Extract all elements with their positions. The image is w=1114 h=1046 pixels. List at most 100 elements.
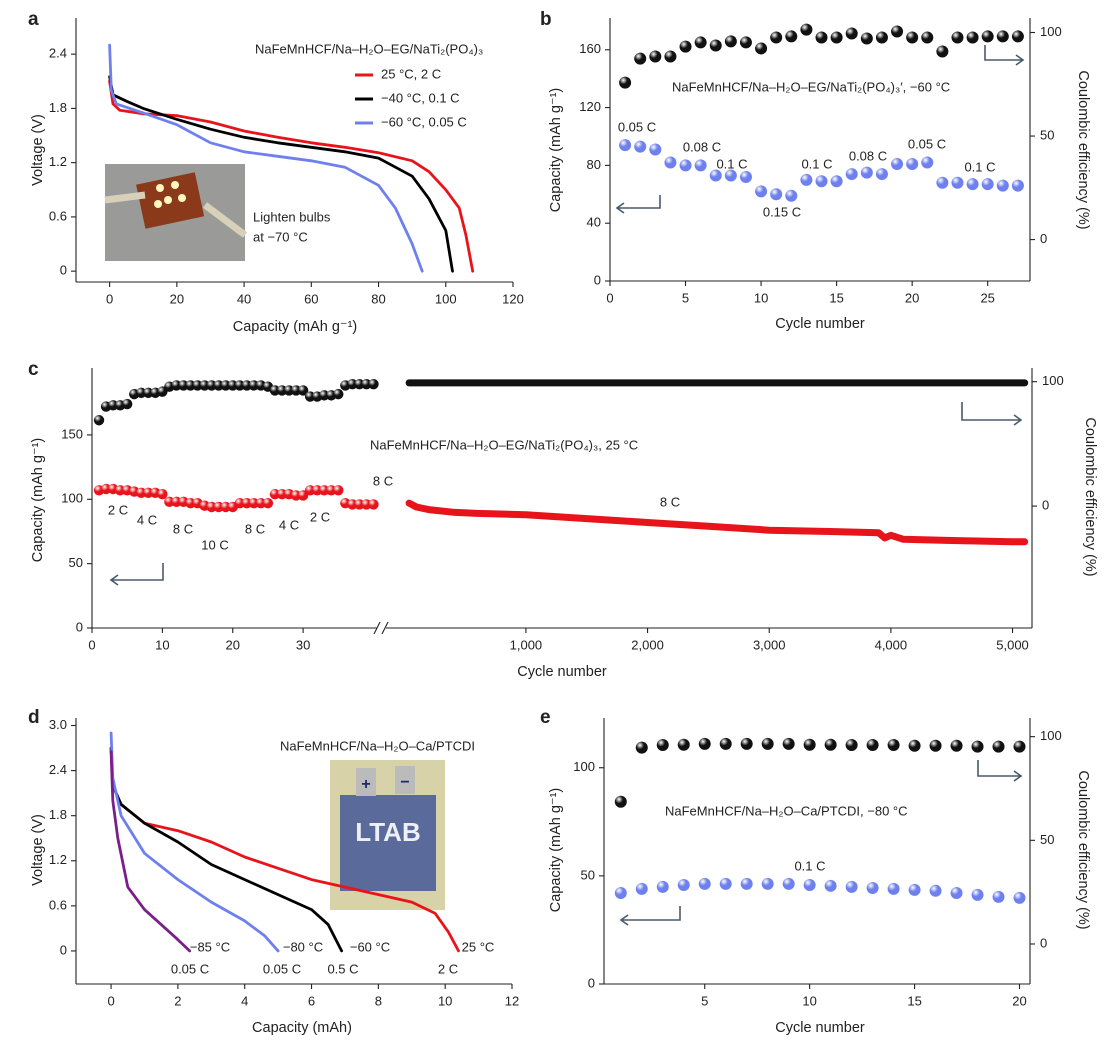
x-tick-label: 5: [682, 290, 689, 305]
data-point: [634, 52, 647, 65]
annotation: −: [400, 774, 409, 791]
data-point: [936, 176, 949, 189]
data-point: [782, 877, 795, 890]
data-point: [698, 877, 711, 890]
data-point: [755, 185, 768, 198]
axis-arrow: [109, 563, 164, 586]
chart-title: NaFeMnHCF/Na–H₂O–Ca/PTCDI, −80 °C: [665, 803, 908, 818]
curve-label: −80 °C: [283, 939, 323, 954]
x-tick-label: 20: [1012, 993, 1026, 1008]
panel-label: e: [540, 707, 551, 728]
data-point: [906, 31, 919, 44]
data-point: [709, 39, 722, 52]
data-point: [921, 156, 934, 169]
data-point: [698, 737, 711, 750]
panel-label: b: [540, 9, 552, 30]
x-tick-label: 0: [88, 637, 95, 652]
data-point: [971, 740, 984, 753]
data-point: [908, 739, 921, 752]
data-point: [996, 30, 1009, 43]
y-tick-label: 100: [573, 759, 595, 774]
data-point: [992, 890, 1005, 903]
curve: [108, 43, 424, 273]
x-tick-label: 8: [375, 993, 382, 1008]
data-point: [664, 50, 677, 63]
y-tick-label: 1.8: [49, 807, 67, 822]
x-tick-label: 2,000: [631, 637, 664, 652]
y-tick-label: 0: [60, 942, 67, 957]
y-axis-label: Voltage (V): [30, 114, 46, 186]
data-point: [845, 880, 858, 893]
panel-label: c: [28, 359, 39, 380]
data-point: [761, 737, 774, 750]
data-point: [891, 157, 904, 170]
annotation: 0.1 C: [794, 858, 825, 873]
y-tick-label: 0: [594, 272, 601, 287]
data-point: [785, 30, 798, 43]
data-point: [1013, 740, 1026, 753]
y-axis-label: Capacity (mAh g⁻¹): [548, 88, 564, 213]
data-point: [619, 76, 632, 89]
data-point: [803, 738, 816, 751]
data-point: [950, 886, 963, 899]
annotation: 10 C: [201, 537, 228, 552]
x-tick-label: 5: [701, 993, 708, 1008]
data-point: [770, 31, 783, 44]
x-tick-label: 40: [237, 291, 251, 306]
curve-rate-label: 2 C: [438, 961, 458, 976]
annotation: +: [361, 776, 370, 793]
data-point: [815, 31, 828, 44]
y-tick-label: 160: [579, 41, 601, 56]
data-point: [785, 189, 798, 202]
x-tick-label: 10: [438, 993, 452, 1008]
curve-label: 25 °C: [462, 939, 495, 954]
y2-tick-label: 50: [1040, 127, 1054, 142]
x-tick-label: 80: [371, 291, 385, 306]
data-point: [1011, 179, 1024, 192]
data-point: [782, 737, 795, 750]
curve: [109, 750, 191, 953]
data-point: [845, 27, 858, 40]
data-point: [649, 50, 662, 63]
data-point: [951, 31, 964, 44]
curve-label: −60 °C: [350, 939, 390, 954]
y-tick-label: 1.2: [49, 852, 67, 867]
y2-tick-label: 100: [1040, 24, 1062, 39]
data-point: [677, 878, 690, 891]
x-tick-label: 0: [106, 291, 113, 306]
x-tick-label: 15: [829, 290, 843, 305]
data-point: [679, 159, 692, 172]
data-point: [860, 166, 873, 179]
data-point: [908, 883, 921, 896]
data-point: [803, 878, 816, 891]
x-tick-label: 4,000: [875, 637, 908, 652]
annotation: 0.15 C: [763, 204, 801, 219]
legend-label: −60 °C, 0.05 C: [381, 114, 467, 129]
legend-label: 25 °C, 2 C: [381, 66, 441, 81]
annotation: 8 C: [245, 521, 265, 536]
annotation: 0.1 C: [716, 156, 747, 171]
x-axis-label: Capacity (mAh): [252, 1020, 352, 1036]
x-tick-label: 6: [308, 993, 315, 1008]
x-tick-label: 10: [802, 993, 816, 1008]
data-point: [694, 159, 707, 172]
data-point: [121, 398, 133, 410]
annotation: 0.05 C: [618, 119, 656, 134]
data-point: [966, 178, 979, 191]
data-point: [679, 40, 692, 53]
data-point: [614, 795, 627, 808]
x-tick-label: 120: [502, 291, 524, 306]
annotation: 4 C: [279, 517, 299, 532]
y-tick-label: 80: [587, 157, 601, 172]
annotation: 2 C: [108, 502, 128, 517]
data-point: [800, 23, 813, 36]
y-tick-label: 40: [587, 215, 601, 230]
data-point: [694, 36, 707, 49]
x-tick-label: 20: [905, 290, 919, 305]
data-point: [981, 30, 994, 43]
data-point: [824, 879, 837, 892]
y2-tick-label: 0: [1040, 935, 1047, 950]
data-point: [875, 168, 888, 181]
annotation: 0.1 C: [964, 159, 995, 174]
legend-label: −40 °C, 0.1 C: [381, 90, 460, 105]
